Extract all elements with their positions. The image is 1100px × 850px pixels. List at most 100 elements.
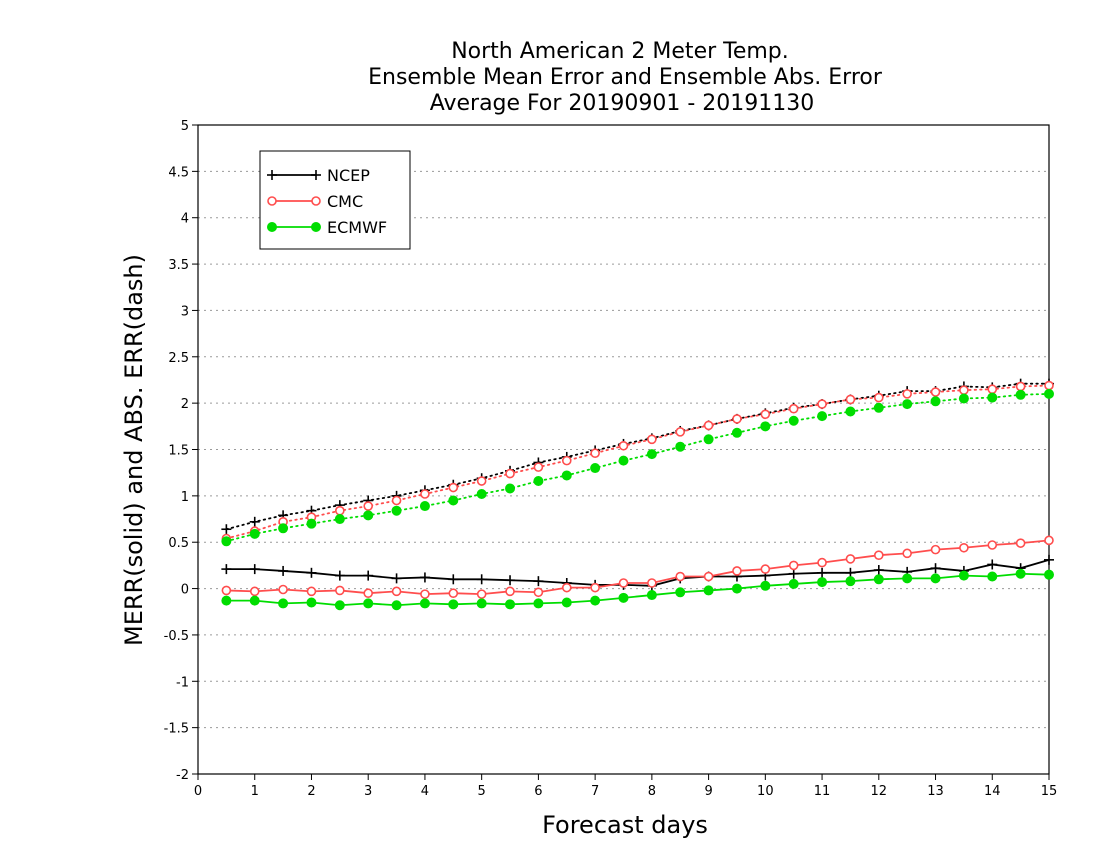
legend-label: CMC [327,192,363,211]
point-ecmwf-merr [987,571,998,582]
point-cmc-abs-err [732,414,742,424]
point-ecmwf-abs-err [760,421,771,432]
point-cmc-abs-err [391,495,402,506]
y-tick-label: 2.5 [168,351,189,366]
point-ncep-merr [334,570,345,581]
point-ncep-merr [221,564,232,575]
point-ecmwf-abs-err [419,501,430,512]
point-ecmwf-abs-err [363,510,374,521]
point-ecmwf-merr [703,585,714,596]
plot-frame [197,124,1050,775]
y-tick-label: 5 [181,119,189,134]
point-ecmwf-merr [448,599,459,610]
y-tick-label: 0 [181,583,189,598]
point-cmc-merr [873,550,884,560]
x-tick-label: 6 [534,784,542,799]
point-ecmwf-abs-err [533,476,544,487]
point-ecmwf-merr [618,592,629,603]
point-cmc-merr [420,589,430,599]
point-ecmwf-abs-err [930,396,941,407]
point-ecmwf-merr [760,580,771,591]
y-tick-label: 2 [181,397,189,412]
point-cmc-abs-err [788,403,799,414]
point-cmc-abs-err [647,434,657,445]
point-ecmwf-abs-err [902,399,913,410]
point-ncep-abs-err [221,524,232,535]
point-ecmwf-merr [1044,569,1054,580]
y-tick-label: 1 [181,490,189,505]
point-ecmwf-abs-err [845,406,856,417]
chart-title-line-1: North American 2 Meter Temp. [451,39,789,64]
chart-title-block: North American 2 Meter Temp. Ensemble Me… [368,39,883,116]
point-cmc-merr [306,586,317,597]
y-tick-label: -0.5 [164,629,189,644]
point-ecmwf-abs-err [731,427,742,438]
legend-label: ECMWF [327,218,387,237]
legend-label: NCEP [327,166,370,185]
point-cmc-abs-err [590,448,600,459]
line-ecmwf-merr [226,572,1050,607]
point-cmc-abs-err [505,468,515,479]
line-ncep-abs-err [225,382,1050,531]
point-cmc-abs-err [675,427,686,437]
point-ecmwf-abs-err [1015,389,1026,400]
legend-marker [311,196,321,206]
point-ecmwf-merr [561,597,572,608]
series-ncep [221,378,1054,591]
point-ecmwf-merr [249,595,260,606]
point-ncep-merr [278,565,289,576]
legend-marker [311,222,321,232]
point-cmc-merr [278,584,288,595]
point-cmc-merr [363,588,374,599]
legend-box [259,150,411,250]
point-ecmwf-abs-err [675,441,686,452]
line-ncep-merr [226,558,1050,587]
point-ncep-merr [845,567,856,578]
x-tick-label: 5 [478,784,486,799]
point-cmc-abs-err [930,387,941,397]
point-ecmwf-merr [873,574,884,585]
point-ecmwf-abs-err [817,411,828,422]
legend-item-ecmwf: ECMWF [267,218,387,237]
point-ecmwf-abs-err [1044,388,1054,399]
point-ecmwf-merr [590,595,601,606]
point-ecmwf-merr [902,573,913,584]
point-ecmwf-abs-err [958,393,969,404]
point-cmc-merr [221,585,232,596]
x-tick-label: 3 [364,784,372,799]
y-tick-label: -1.5 [164,722,189,737]
chart-title-line-3: Average For 20190901 - 20191130 [430,91,815,116]
point-cmc-abs-err [533,462,544,472]
point-cmc-merr [1015,538,1026,548]
point-ecmwf-merr [221,595,232,606]
x-tick-label: 7 [591,784,599,799]
point-ecmwf-abs-err [646,449,657,460]
point-cmc-merr [590,582,600,593]
point-ecmwf-abs-err [278,523,289,534]
point-cmc-merr [987,540,998,550]
x-axis-label: Forecast days [542,811,708,839]
point-cmc-abs-err [618,440,629,451]
point-ecmwf-merr [278,598,289,609]
point-cmc-abs-err [448,482,459,493]
point-ncep-merr [987,559,998,570]
legend-item-ncep: NCEP [267,166,370,185]
point-ecmwf-merr [845,576,856,587]
point-ncep-merr [419,572,430,583]
point-cmc-merr [533,587,544,598]
legend: NCEP CMC ECMWF [259,150,411,250]
point-ncep-merr [873,565,884,576]
y-tick-label: -1 [176,675,189,690]
x-tick-label: 1 [251,784,259,799]
x-tick-label: 4 [421,784,429,799]
x-tick-label: 9 [704,784,712,799]
legend-marker [267,196,277,206]
point-ecmwf-abs-err [987,392,998,403]
point-cmc-merr [703,571,714,582]
point-ncep-merr [817,567,828,578]
x-tick-label: 10 [757,784,774,799]
point-ecmwf-abs-err [448,495,459,506]
point-ecmwf-abs-err [873,402,884,413]
point-cmc-abs-err [873,392,884,403]
